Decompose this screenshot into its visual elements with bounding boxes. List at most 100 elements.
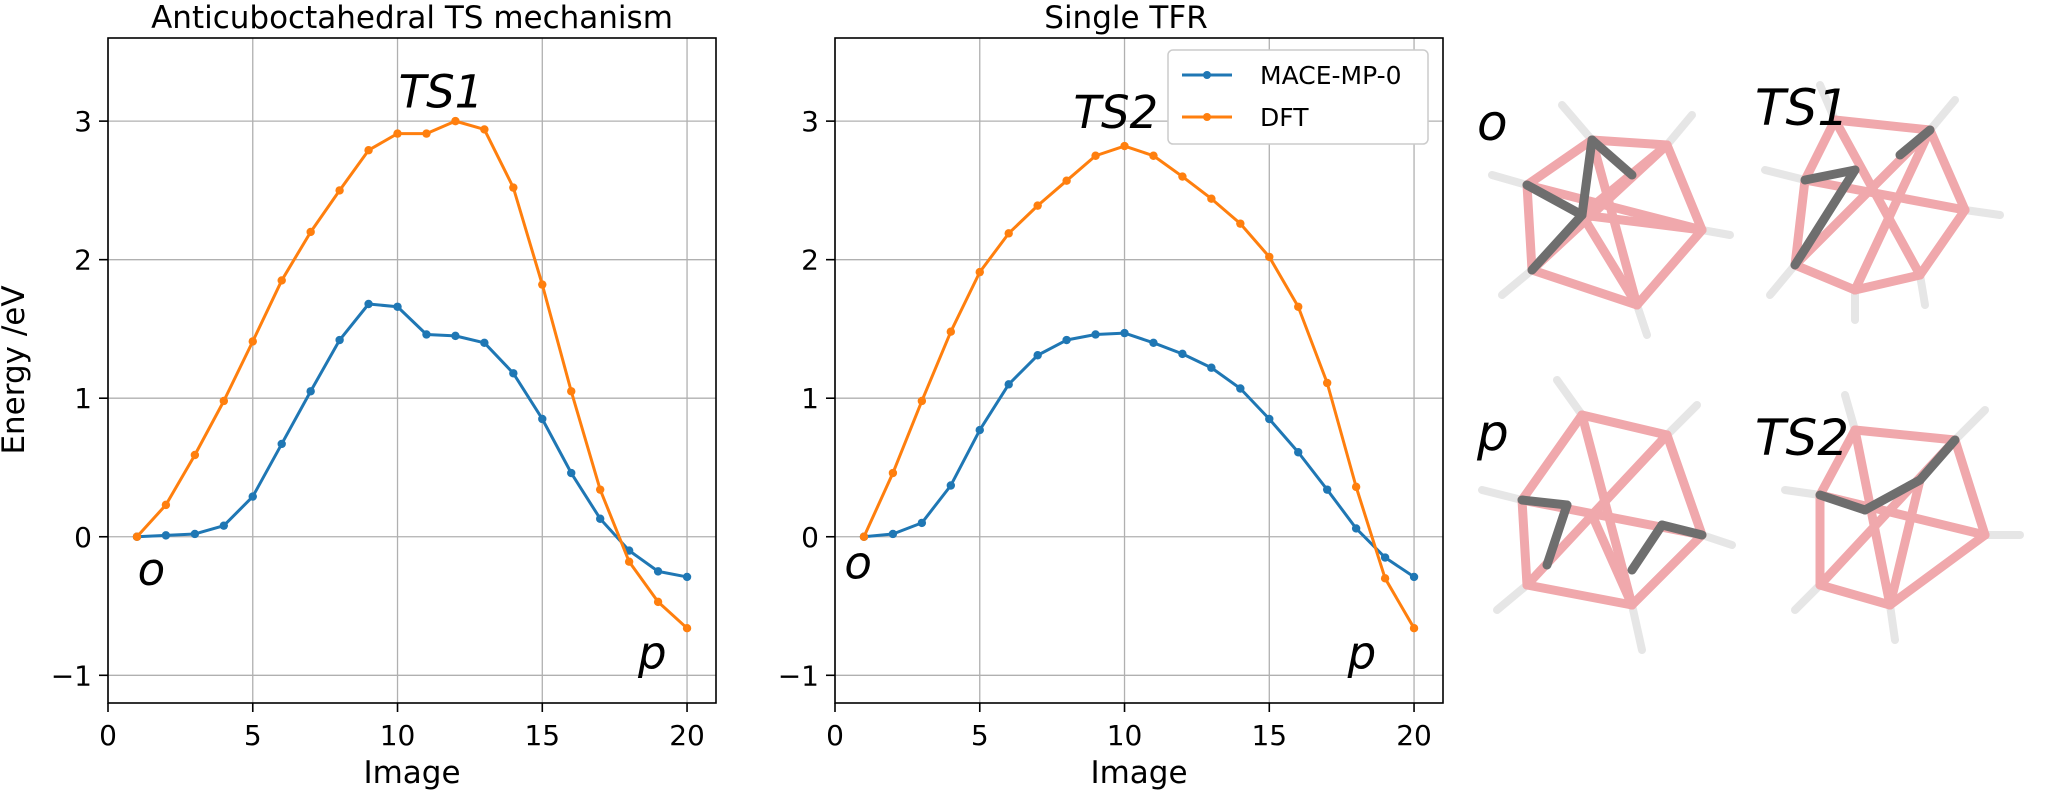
x-axis-label: Image (1090, 755, 1187, 791)
legend-box (1167, 49, 1429, 145)
x-tick-label: 0 (826, 719, 844, 752)
data-point-dft (306, 227, 315, 237)
annotations: TS2 o p (844, 86, 1376, 679)
data-point-mace-mp-0 (595, 514, 605, 523)
data-point-mace-mp-0 (480, 338, 489, 347)
data-point-mace-mp-0 (1062, 335, 1071, 345)
series-lines (132, 116, 692, 633)
data-point-mace-mp-0 (335, 335, 344, 345)
data-point-dft (1322, 378, 1332, 388)
data-point-dft (422, 129, 431, 138)
legend-marker-mace (1203, 71, 1211, 79)
y-tick-label: 1 (801, 382, 819, 415)
data-point-mace-mp-0 (653, 567, 663, 576)
data-point-mace-mp-0 (946, 481, 956, 490)
legend-entry-dft: DFT (1260, 103, 1309, 132)
data-point-mace-mp-0 (190, 529, 200, 539)
molecule-p-structure (1478, 376, 1736, 654)
data-point-dft (888, 468, 898, 478)
y-tick-label: 3 (74, 105, 92, 138)
data-point-dft (1149, 151, 1158, 160)
x-tick-label: 10 (380, 719, 416, 752)
data-point-mace-mp-0 (1033, 351, 1042, 360)
data-point-mace-mp-0 (682, 572, 692, 582)
x-axis-ticks: 0 5 10 15 20 (826, 703, 1432, 752)
chart-panel-anticuboctahedral: Anticuboctahedral TS mechanism 0 5 10 15 20 … (0, 0, 717, 791)
y-axis-ticks: −1 0 1 2 3 (778, 105, 835, 692)
data-point-mace-mp-0 (393, 302, 402, 311)
data-point-dft (364, 146, 373, 155)
x-axis-ticks: 0 5 10 15 20 (99, 703, 705, 752)
y-axis-label: Energy /eV (0, 285, 32, 454)
data-point-mace-mp-0 (1120, 328, 1129, 338)
data-point-dft (917, 396, 927, 406)
data-point-dft (248, 337, 257, 346)
chart-title: Anticuboctahedral TS mechanism (151, 0, 673, 36)
data-point-dft (335, 186, 344, 195)
molecule-label: p (1476, 404, 1509, 462)
x-tick-label: 15 (524, 719, 560, 752)
x-tick-label: 20 (669, 719, 705, 752)
y-tick-label: 3 (801, 105, 819, 138)
annotation-p: p (1347, 626, 1377, 679)
molecule-ts1: TS1 (1755, 79, 2004, 324)
data-point-dft (1120, 141, 1129, 151)
series-line-dft (135, 119, 689, 630)
data-point-dft (595, 485, 605, 494)
data-point-mace-mp-0 (1004, 380, 1013, 389)
data-point-mace-mp-0 (219, 521, 229, 530)
data-point-dft (538, 280, 547, 289)
y-tick-label: −1 (51, 659, 92, 692)
y-tick-label: 2 (801, 244, 819, 277)
data-point-dft (1178, 172, 1187, 181)
series-line-dft (862, 144, 1416, 629)
x-tick-label: 5 (244, 719, 262, 752)
data-point-mace-mp-0 (1091, 330, 1100, 339)
y-axis-ticks: −1 0 1 2 3 (51, 105, 108, 692)
series-line-mace-mp-0 (863, 331, 1415, 579)
data-point-dft (624, 557, 634, 566)
y-tick-label: −1 (778, 659, 819, 692)
data-point-mace-mp-0 (1322, 485, 1332, 494)
data-point-dft (1265, 252, 1274, 262)
grid (107, 38, 716, 703)
data-point-dft (480, 125, 489, 134)
data-point-mace-mp-0 (1149, 338, 1158, 347)
annotations: TS1 o p (138, 65, 667, 679)
data-point-dft (1091, 151, 1100, 160)
data-point-mace-mp-0 (1294, 448, 1303, 457)
data-point-mace-mp-0 (277, 439, 286, 449)
legend: MACE-MP-0 DFT (1167, 49, 1429, 145)
annotation-p: p (637, 626, 667, 679)
molecule-label: TS2 (1755, 409, 1849, 467)
series-line-mace-mp-0 (136, 302, 688, 579)
x-tick-label: 0 (99, 719, 117, 752)
data-point-dft (219, 396, 229, 406)
data-point-dft (1236, 219, 1245, 228)
molecule-label: o (1477, 94, 1508, 152)
data-point-dft (567, 387, 576, 396)
data-point-dft (451, 116, 460, 126)
plot-frame (107, 37, 717, 704)
data-point-dft (682, 623, 692, 633)
data-point-mace-mp-0 (1236, 384, 1245, 393)
y-tick-label: 0 (801, 521, 819, 554)
data-point-mace-mp-0 (509, 369, 518, 378)
annotation-o: o (138, 543, 166, 596)
data-point-dft (393, 129, 402, 138)
molecule-p: p (1476, 376, 1736, 654)
legend-marker-dft (1203, 113, 1211, 121)
x-axis-label: Image (363, 755, 460, 791)
annotation-o: o (844, 536, 872, 589)
data-point-dft (1004, 229, 1013, 238)
x-tick-label: 15 (1251, 719, 1287, 752)
plot-frame (834, 37, 1444, 704)
data-point-mace-mp-0 (917, 518, 927, 528)
chart-title: Single TFR (1044, 0, 1207, 36)
molecule-label: TS1 (1755, 79, 1849, 137)
data-point-mace-mp-0 (567, 468, 576, 478)
data-point-mace-mp-0 (1207, 363, 1216, 372)
x-tick-label: 10 (1107, 719, 1143, 752)
molecule-o-structure (1488, 101, 1734, 339)
